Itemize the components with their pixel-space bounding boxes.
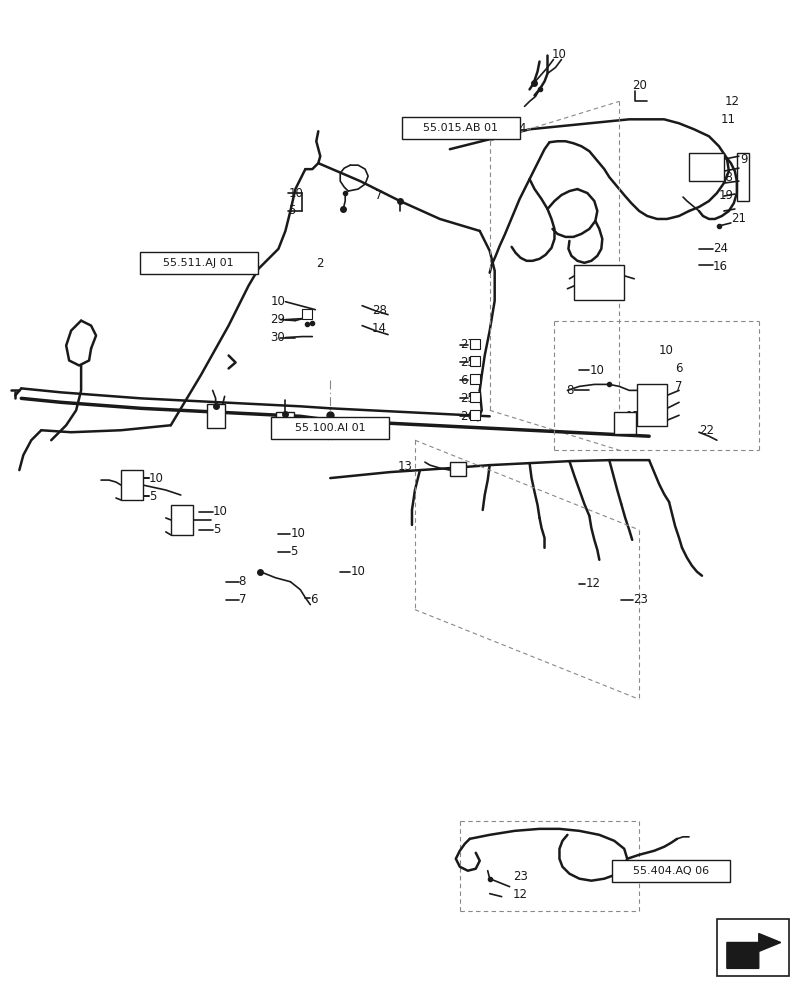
Bar [402,117,520,139]
Text: 25: 25 [460,356,474,369]
Text: 7: 7 [238,593,246,606]
Polygon shape [727,934,781,968]
Text: 10: 10 [659,344,674,357]
Text: 11: 11 [721,113,736,126]
Text: 13: 13 [398,460,413,473]
Text: 10: 10 [149,472,164,485]
Text: 10: 10 [350,565,365,578]
Bar [140,252,258,274]
Text: 25: 25 [460,392,474,405]
Text: 27: 27 [460,338,475,351]
Text: 2: 2 [316,257,324,270]
Text: 8: 8 [566,384,574,397]
Text: 17: 17 [625,410,640,423]
Bar [121,470,143,500]
Text: 10: 10 [589,364,604,377]
Bar [469,392,480,402]
Text: 7: 7 [675,380,683,393]
Bar [574,265,625,300]
Text: 23: 23 [512,870,528,883]
Text: 4: 4 [519,122,526,135]
Text: 5: 5 [288,204,296,217]
Text: 7: 7 [375,189,383,202]
Bar [469,356,480,366]
Text: 6: 6 [310,593,318,606]
Text: 16: 16 [713,260,728,273]
Text: 8: 8 [238,575,246,588]
Text: 24: 24 [713,242,728,255]
Text: 9: 9 [740,153,747,166]
Text: 10: 10 [288,187,303,200]
Text: 10: 10 [290,527,305,540]
Bar [614,412,636,434]
Bar [717,919,789,976]
Bar [612,860,730,882]
Bar [170,505,193,535]
Text: 12: 12 [585,577,600,590]
Text: 23: 23 [633,593,648,606]
Text: 10: 10 [213,505,228,518]
Text: 28: 28 [372,304,387,317]
Text: 12: 12 [512,888,528,901]
Text: 22: 22 [699,424,714,437]
Text: 55.511.AJ 01: 55.511.AJ 01 [163,258,234,268]
Text: 3: 3 [309,422,316,435]
Text: 5: 5 [213,523,220,536]
Text: 29: 29 [271,313,285,326]
Bar [737,153,749,201]
Text: 26: 26 [460,410,475,423]
Text: 1: 1 [617,864,624,877]
Text: 30: 30 [271,331,285,344]
Text: 6: 6 [460,374,467,387]
Bar [302,309,313,319]
Text: 55.015.AB 01: 55.015.AB 01 [423,123,499,133]
Bar [469,410,480,420]
Text: 55.404.AQ 06: 55.404.AQ 06 [633,866,709,876]
Bar [469,374,480,384]
Text: 19: 19 [719,189,734,202]
Text: 55.100.AI 01: 55.100.AI 01 [295,423,365,433]
Text: 6: 6 [675,362,683,375]
Bar [207,404,225,428]
Bar [469,339,480,349]
Text: 14: 14 [372,322,387,335]
Bar [689,153,724,181]
Text: 10: 10 [271,295,285,308]
Text: 12: 12 [725,95,740,108]
Text: 20: 20 [632,79,647,92]
Text: 10: 10 [552,48,566,61]
Bar [450,462,465,476]
Text: 21: 21 [731,212,746,225]
Bar [638,384,667,426]
Text: 15: 15 [601,280,617,293]
Text: 18: 18 [719,171,734,184]
Text: 5: 5 [290,545,298,558]
Bar [276,412,294,436]
Text: 5: 5 [149,490,156,503]
Bar [271,417,389,439]
